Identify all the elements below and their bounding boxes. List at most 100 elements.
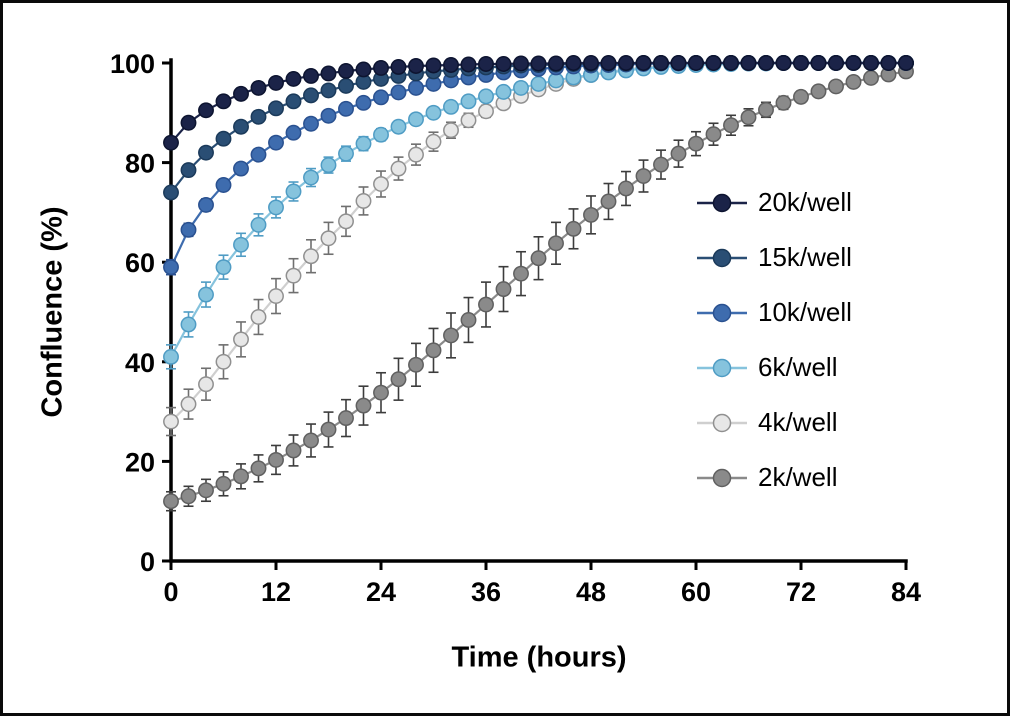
data-point — [250, 460, 267, 477]
data-point — [723, 55, 739, 71]
data-point — [828, 78, 844, 95]
data-point — [338, 410, 354, 427]
data-point — [180, 162, 197, 179]
data-point — [880, 55, 897, 71]
data-point — [425, 133, 442, 150]
data-point — [618, 180, 634, 197]
data-point — [408, 58, 424, 74]
data-point — [390, 160, 407, 177]
y-tick-label: 80 — [125, 149, 155, 179]
data-point — [793, 55, 809, 71]
data-point — [373, 176, 389, 192]
data-point — [810, 55, 827, 71]
data-point — [478, 56, 494, 72]
x-tick-label: 60 — [681, 577, 711, 607]
data-point — [460, 56, 477, 73]
data-point — [233, 331, 249, 348]
data-point — [478, 103, 494, 120]
data-point — [600, 193, 617, 210]
data-point — [583, 206, 599, 223]
data-point — [443, 98, 459, 115]
data-point — [268, 288, 284, 305]
data-point — [390, 84, 407, 101]
data-point — [163, 134, 179, 151]
data-point — [758, 55, 774, 71]
data-point — [268, 451, 284, 468]
data-point — [845, 73, 862, 90]
x-tick-label: 48 — [576, 577, 606, 607]
data-point — [460, 312, 477, 328]
data-point — [303, 87, 319, 104]
data-point — [688, 55, 704, 71]
y-tick-label: 0 — [140, 547, 155, 577]
data-point — [793, 88, 809, 105]
data-point — [268, 74, 284, 91]
data-point — [478, 88, 494, 105]
data-point — [355, 192, 372, 209]
data-point — [548, 235, 564, 252]
data-point — [338, 100, 354, 117]
data-point — [618, 55, 634, 71]
data-point — [373, 384, 389, 401]
legend-marker-icon — [697, 358, 747, 377]
data-point — [600, 55, 617, 71]
data-point — [303, 169, 319, 186]
data-point — [408, 111, 424, 128]
data-point — [548, 55, 564, 72]
data-point — [303, 115, 319, 132]
data-point — [233, 118, 249, 135]
legend-label: 2k/well — [758, 462, 838, 492]
data-point — [828, 55, 844, 71]
data-point — [198, 482, 214, 499]
data-point — [583, 55, 599, 71]
data-point — [390, 118, 407, 135]
data-point — [285, 124, 302, 141]
legend-item-4k-well: 4k/well — [696, 395, 852, 450]
data-point — [425, 104, 442, 121]
legend-item-15k-well: 15k/well — [696, 230, 852, 285]
data-point — [635, 55, 652, 71]
data-point — [250, 309, 267, 325]
data-point — [670, 145, 687, 162]
data-point — [443, 57, 459, 73]
y-tick-label: 100 — [110, 49, 155, 79]
data-point — [373, 60, 389, 76]
data-point — [285, 93, 302, 110]
x-tick-label: 36 — [471, 577, 501, 607]
data-point — [338, 77, 354, 94]
series-20k-well — [163, 55, 914, 151]
legend-marker-icon — [697, 468, 747, 487]
data-point — [268, 199, 284, 216]
data-point — [198, 376, 214, 393]
data-point — [408, 146, 424, 163]
data-point — [635, 168, 652, 184]
data-point — [460, 112, 477, 129]
data-point — [320, 230, 337, 247]
data-point — [163, 348, 179, 365]
data-point — [338, 63, 354, 79]
data-point — [285, 70, 302, 87]
data-point — [460, 93, 477, 110]
data-point — [215, 353, 232, 370]
data-point — [775, 94, 792, 111]
data-point — [163, 493, 179, 510]
legend-item-6k-well: 6k/well — [696, 340, 852, 395]
legend-label: 6k/well — [758, 352, 838, 382]
data-point — [285, 183, 302, 200]
data-point — [215, 93, 232, 110]
legend-marker-icon — [697, 413, 747, 432]
data-point — [233, 468, 249, 485]
x-tick-label: 12 — [261, 577, 291, 607]
legend-marker-icon — [697, 193, 747, 212]
data-point — [180, 114, 197, 131]
data-point — [565, 55, 582, 71]
data-point — [495, 83, 512, 100]
data-point — [775, 55, 792, 71]
legend-label: 15k/well — [758, 242, 852, 272]
data-point — [163, 184, 179, 201]
data-point — [653, 55, 669, 71]
data-point — [250, 216, 267, 233]
data-point — [688, 135, 704, 152]
legend: 20k/well 15k/well 10k/well 6k/well 4k/well 2k… — [696, 175, 852, 505]
